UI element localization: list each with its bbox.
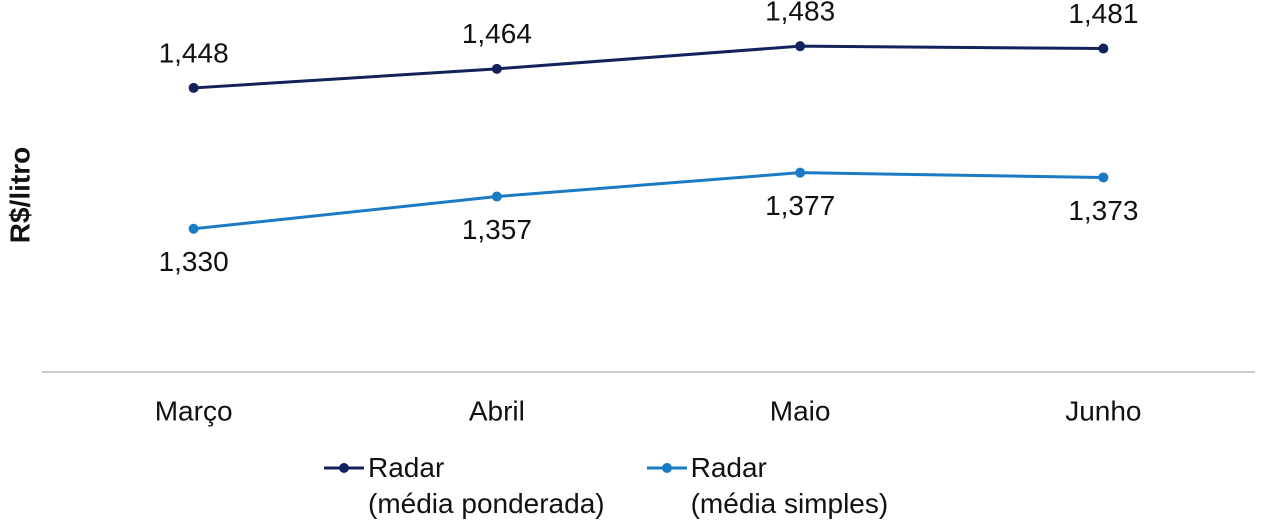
data-point xyxy=(795,41,806,52)
data-point xyxy=(1098,43,1109,54)
data-label: 1,481 xyxy=(1068,0,1138,29)
data-label: 1,330 xyxy=(159,246,229,277)
legend-swatch xyxy=(646,463,687,473)
legend-swatch xyxy=(324,463,364,473)
x-tick-label: Março xyxy=(155,395,233,426)
data-point xyxy=(188,82,199,93)
data-point xyxy=(491,63,502,74)
y-axis-label: R$/litro xyxy=(4,147,35,243)
x-tick-label: Maio xyxy=(770,395,831,426)
data-point xyxy=(1098,172,1109,183)
data-label: 1,373 xyxy=(1068,195,1138,226)
legend-label: Radar (média simples) xyxy=(690,452,889,519)
series-line xyxy=(193,44,1104,90)
legend: Radar (média ponderada) Radar (média simp… xyxy=(322,450,888,522)
data-label: 1,377 xyxy=(765,190,835,221)
legend-item: Radar (média ponderada) xyxy=(322,450,605,522)
x-tick-label: Junho xyxy=(1065,395,1141,426)
legend-label: Radar (média ponderada) xyxy=(368,452,605,519)
data-point xyxy=(491,191,502,202)
data-label: 1,464 xyxy=(462,18,532,49)
data-point xyxy=(795,167,806,178)
data-label: 1,448 xyxy=(159,37,229,68)
data-point xyxy=(188,223,199,234)
data-label: 1,357 xyxy=(462,214,532,245)
data-label: 1,483 xyxy=(765,0,835,27)
series-line xyxy=(193,171,1104,231)
legend-item: Radar (média simples) xyxy=(645,450,889,522)
x-tick-label: Abril xyxy=(469,395,525,426)
